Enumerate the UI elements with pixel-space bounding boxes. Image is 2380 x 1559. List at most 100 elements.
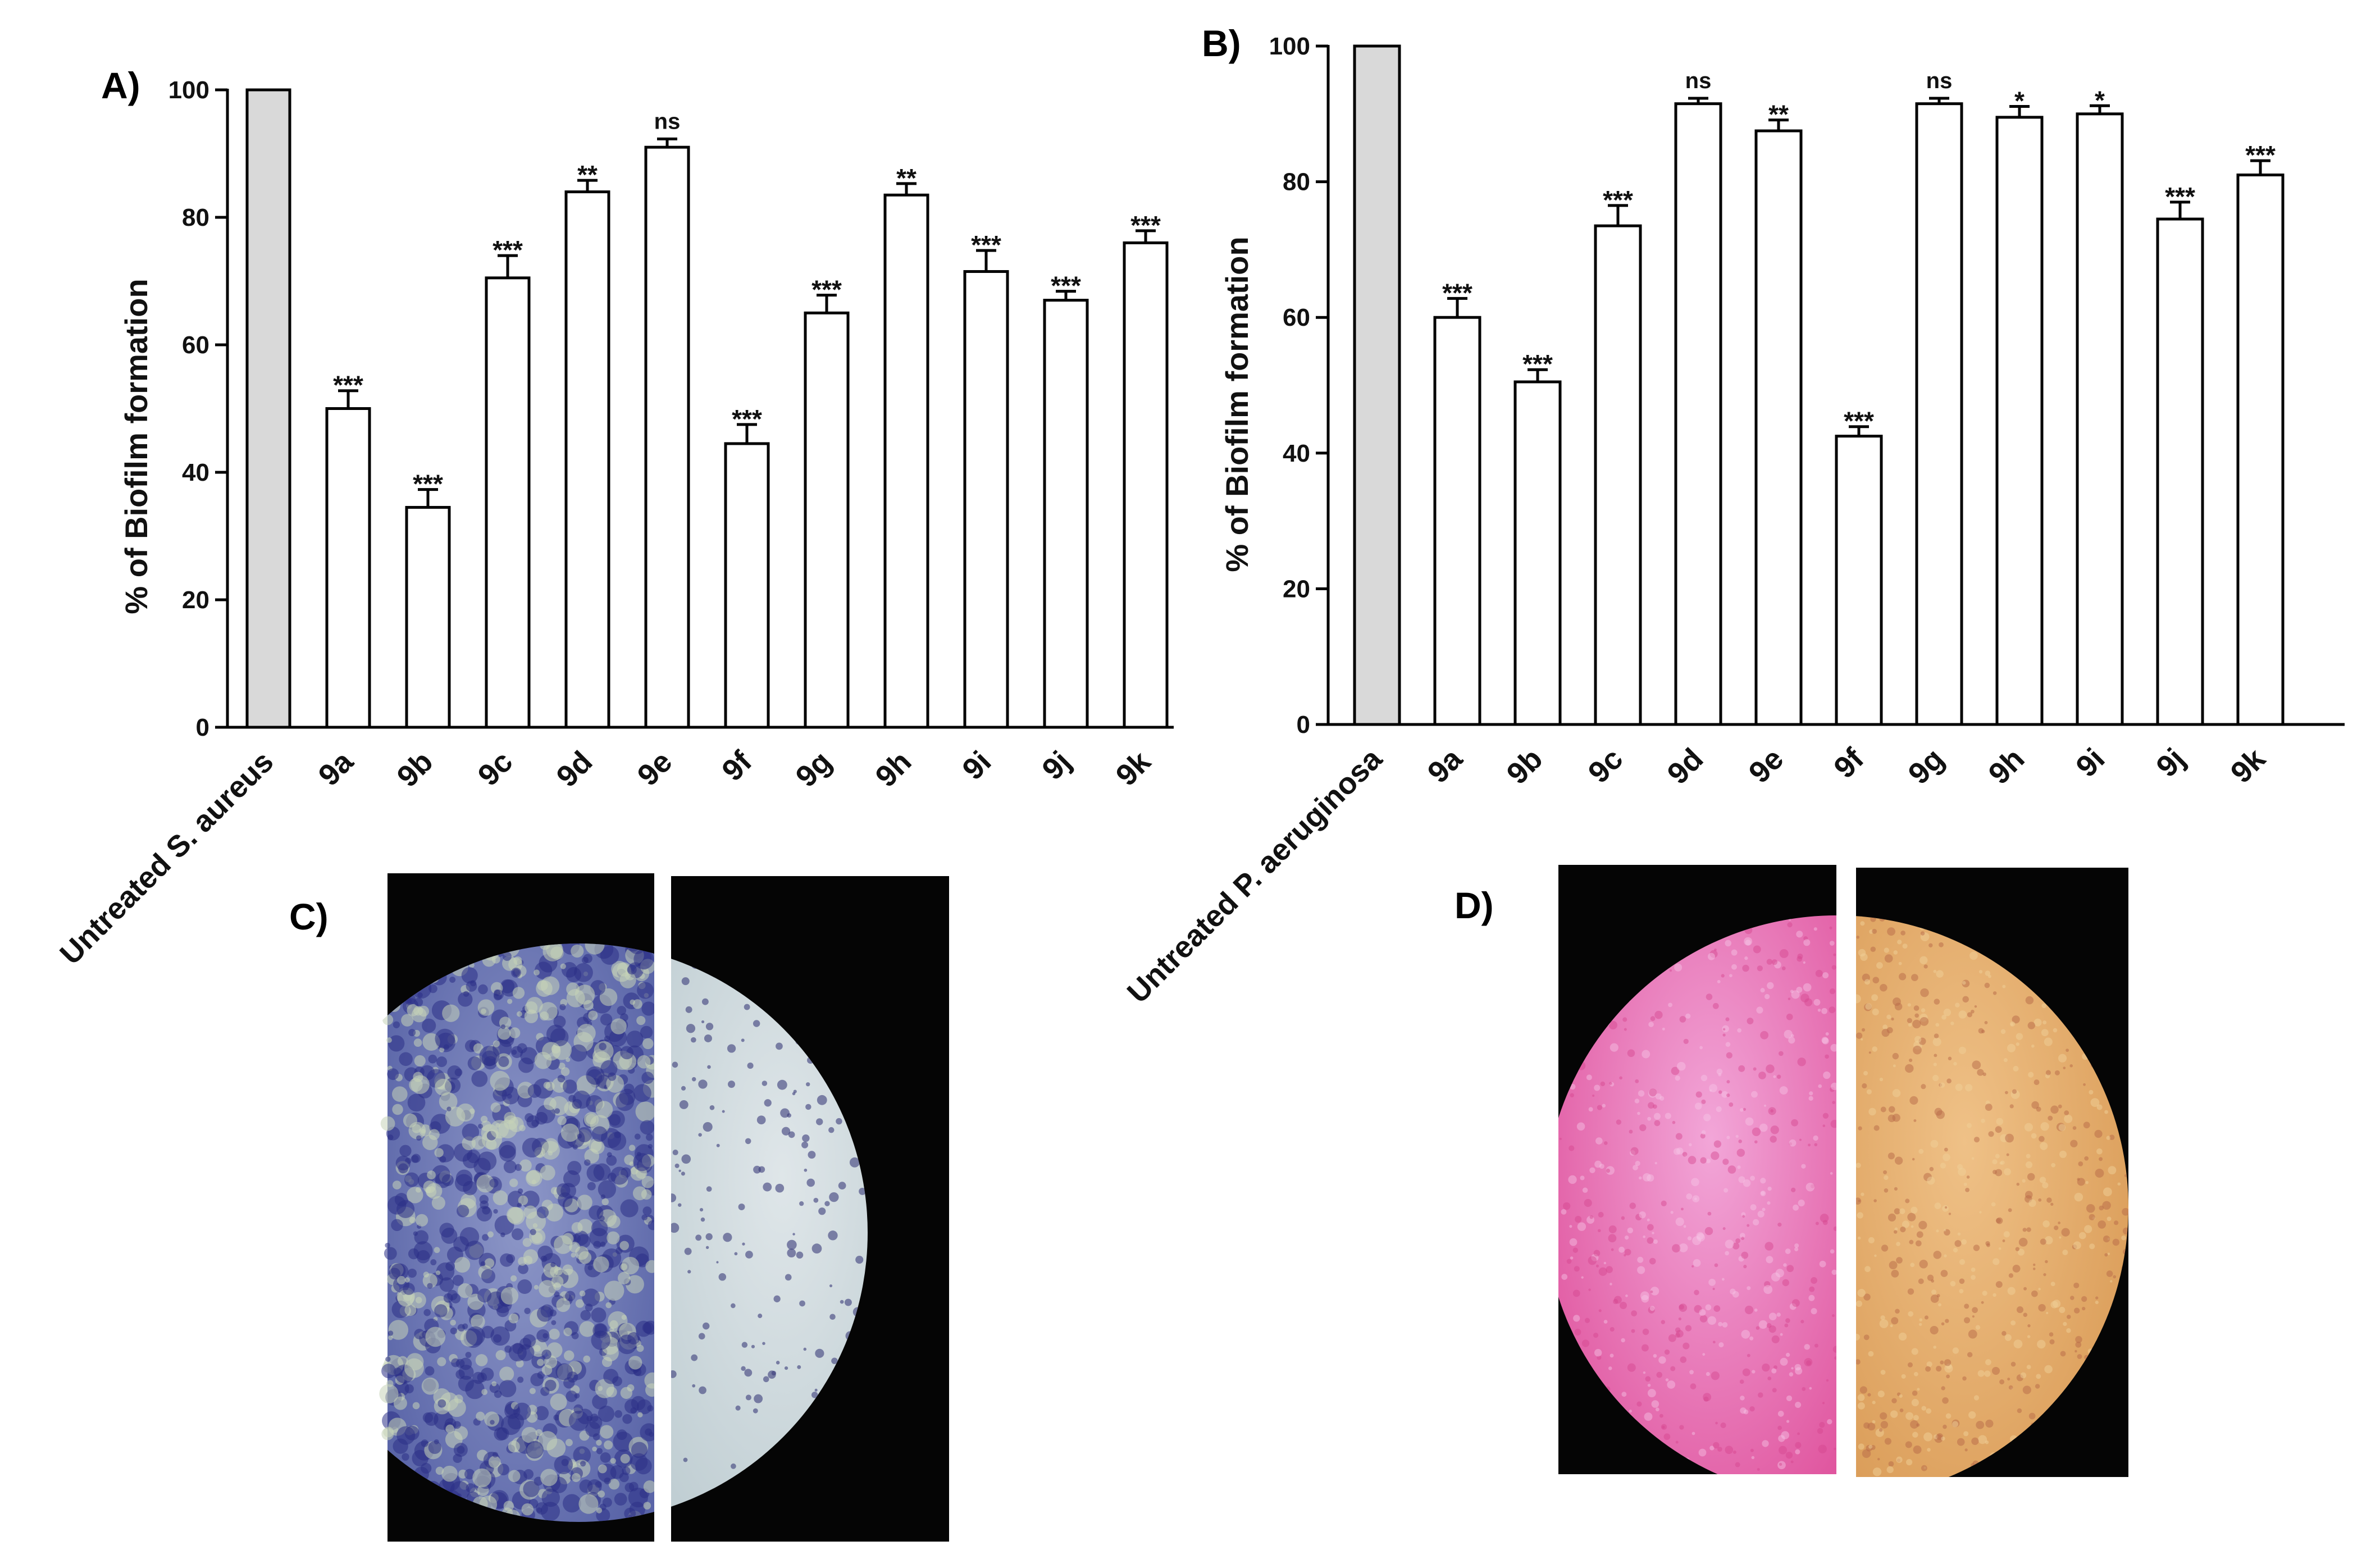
cell-dot-d	[1786, 1013, 1793, 1020]
cell-dot-d	[1690, 1383, 1697, 1389]
panel-label-b: B)	[1202, 22, 1241, 64]
cell-dot-d	[1913, 1119, 1917, 1122]
cell-dot-d	[1594, 1084, 1601, 1091]
cell-dot-c	[706, 1186, 712, 1192]
cell-dot-c	[600, 1060, 618, 1077]
cell-dot-d	[1754, 1140, 1758, 1144]
cell-dot-d	[1762, 1363, 1770, 1372]
cell-dot-c	[753, 1165, 761, 1174]
cell-dot-d	[1679, 1304, 1684, 1310]
bar-a-6	[724, 442, 770, 729]
category-label-b-7: 9g	[1902, 742, 1950, 791]
cell-dot-d	[2066, 1328, 2071, 1333]
cell-dot-d	[2059, 1306, 2066, 1314]
cell-dot-d	[1948, 1056, 1952, 1061]
cell-dot-d	[1629, 1202, 1636, 1209]
cell-dot-c	[679, 1100, 689, 1109]
cell-dot-d	[1576, 1122, 1585, 1131]
cell-dot-c	[445, 1261, 455, 1271]
cell-dot-d	[1884, 1188, 1889, 1193]
cell-dot-c	[610, 1166, 629, 1185]
cell-dot-d	[1914, 1036, 1922, 1043]
cell-dot-c	[681, 1086, 686, 1091]
cell-dot-d	[1648, 1306, 1655, 1314]
cell-dot-c	[556, 1183, 571, 1197]
cell-dot-c	[587, 1182, 596, 1191]
cell-dot-d	[1805, 1183, 1815, 1192]
cell-dot-c	[574, 963, 593, 982]
cell-dot-d	[1597, 1229, 1601, 1233]
cell-dot-d	[1721, 1091, 1729, 1098]
cell-dot-c	[602, 1497, 612, 1507]
cell-dot-c	[735, 1405, 741, 1411]
cell-dot-d	[1905, 1064, 1914, 1073]
cell-dot-d	[1855, 1163, 1861, 1168]
category-label-b-5: 9e	[1743, 742, 1790, 790]
cell-dot-c	[467, 1056, 482, 1070]
cell-dot-c	[498, 1027, 511, 1040]
significance-label-a-3: ***	[493, 235, 523, 265]
cell-dot-d	[1603, 1261, 1607, 1265]
cell-dot-d	[2081, 1296, 2087, 1302]
cell-dot-d	[2036, 1374, 2041, 1379]
cell-dot-c	[544, 1097, 557, 1110]
cell-dot-d	[1707, 1316, 1717, 1325]
cell-dot-c	[445, 1424, 455, 1434]
cell-dot-d	[1620, 1302, 1627, 1310]
cell-dot-c	[565, 1439, 573, 1447]
cell-dot-d	[1694, 1305, 1702, 1313]
cell-dot-c	[498, 1464, 509, 1476]
cell-dot-d	[1991, 1366, 2000, 1375]
cell-dot-c	[399, 1145, 412, 1157]
cell-dot-c	[751, 1344, 755, 1348]
cell-dot-c	[669, 1223, 680, 1233]
cell-dot-c	[728, 1081, 736, 1088]
image-d-cell-texture	[1557, 915, 2128, 1480]
cell-dot-d	[1978, 970, 1983, 974]
cell-dot-d	[1804, 998, 1813, 1006]
bar-b-8	[1995, 116, 2044, 726]
cell-dot-d	[1624, 1253, 1626, 1257]
cell-dot-c	[619, 972, 636, 988]
cell-dot-c	[781, 1127, 791, 1136]
cell-dot-d	[1712, 1002, 1719, 1009]
cell-dot-d	[1697, 1233, 1706, 1242]
category-label-a-7: 9g	[789, 745, 838, 794]
cell-dot-d	[2005, 1133, 2014, 1143]
cell-dot-c	[431, 1196, 445, 1210]
cell-dot-c	[734, 1252, 738, 1256]
cell-dot-c	[840, 1300, 844, 1304]
cell-dot-d	[2086, 1204, 2095, 1213]
cell-dot-c	[396, 1200, 415, 1218]
cell-dot-d	[1790, 1460, 1794, 1464]
cell-dot-c	[647, 1405, 654, 1412]
cell-dot-c	[435, 1078, 452, 1096]
cell-dot-d	[1647, 1116, 1652, 1121]
cell-dot-d	[2106, 1270, 2113, 1277]
significance-label-a-5: ns	[654, 109, 681, 134]
significance-label-b-9: *	[2095, 85, 2105, 115]
cell-dot-c	[619, 1473, 629, 1483]
cell-dot-c	[824, 1201, 830, 1206]
cell-dot-c	[624, 1483, 635, 1493]
cell-dot-c	[646, 1133, 653, 1141]
cell-dot-d	[1636, 1401, 1642, 1407]
cell-dot-d	[1679, 1425, 1684, 1430]
cell-dot-d	[1913, 1371, 1918, 1376]
y-axis-label-a: % of Biofilm formation	[118, 279, 154, 614]
cell-dot-c	[401, 1014, 414, 1027]
cell-dot-d	[1680, 1356, 1687, 1363]
cell-dot-c	[596, 1507, 603, 1514]
cell-dot-c	[543, 1082, 551, 1089]
cell-dot-c	[643, 1480, 656, 1493]
cell-dot-c	[562, 1233, 574, 1245]
cell-dot-c	[727, 1044, 736, 1053]
cell-dot-d	[1750, 1175, 1756, 1181]
cell-dot-d	[2058, 1104, 2062, 1109]
cell-dot-d	[2018, 1238, 2028, 1247]
cell-dot-d	[1917, 1388, 1920, 1391]
cell-dot-c	[584, 1159, 591, 1166]
cell-dot-d	[1767, 1376, 1772, 1380]
cell-dot-d	[1777, 1223, 1782, 1227]
cell-dot-c	[698, 1133, 702, 1137]
